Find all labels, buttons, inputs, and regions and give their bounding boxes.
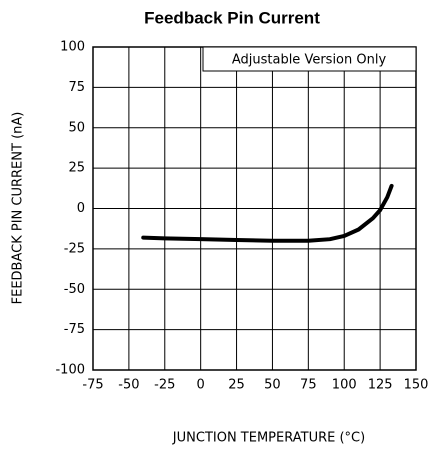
- y-tick-label: -25: [64, 241, 85, 256]
- y-tick-label: 50: [68, 120, 85, 135]
- x-tick-label: 25: [228, 378, 245, 393]
- y-axis-label: FEEDBACK PIN CURRENT (nA): [11, 112, 26, 305]
- y-tick-label: -50: [64, 282, 85, 297]
- x-tick-label: 150: [404, 378, 429, 393]
- x-tick-label: 100: [332, 378, 357, 393]
- data-line: [141, 183, 394, 243]
- y-tick-label: 0: [77, 201, 85, 216]
- x-tick-label: -75: [82, 378, 103, 393]
- y-tick-label: 100: [60, 40, 85, 55]
- x-tick-label: -50: [118, 378, 139, 393]
- x-tick-label: -25: [154, 378, 175, 393]
- y-tick-label: -75: [64, 322, 85, 337]
- x-tick-label: 125: [368, 378, 393, 393]
- chart-title: Feedback Pin Current: [144, 8, 320, 27]
- x-tick-label: 75: [300, 378, 317, 393]
- annotation: Adjustable Version Only: [232, 53, 387, 68]
- x-axis-label: JUNCTION TEMPERATURE (°C): [172, 431, 365, 446]
- y-tick-label: -100: [55, 363, 85, 378]
- annotation-box: [202, 46, 417, 72]
- y-tick-label: 75: [68, 80, 85, 95]
- x-tick-label: 50: [264, 378, 281, 393]
- y-tick-label: 25: [68, 161, 85, 176]
- x-tick-label: 0: [197, 378, 205, 393]
